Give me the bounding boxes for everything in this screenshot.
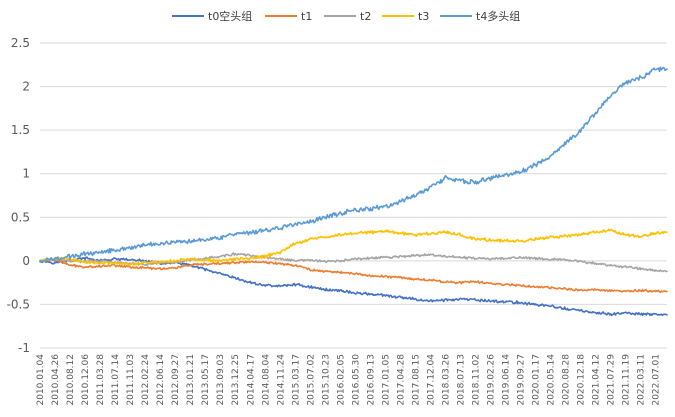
x-tick-label: 2020.08.28 <box>562 354 572 406</box>
x-tick-label: 2016.09.13 <box>366 354 376 406</box>
x-tick-label: 2010.08.12 <box>66 354 76 406</box>
x-tick-label: 2018.03.26 <box>441 354 451 406</box>
x-tick-label: 2013.09.03 <box>216 354 226 406</box>
series-line <box>39 228 668 266</box>
x-tick-label: 2015.10.23 <box>321 354 331 406</box>
x-tick-label: 2018.11.02 <box>472 354 482 406</box>
x-tick-label: 2015.03.17 <box>291 354 301 406</box>
x-tick-label: 2020.01.17 <box>532 354 542 406</box>
x-tick-label: 2010.01.04 <box>36 354 46 406</box>
x-tick-label: 2011.11.03 <box>126 354 136 406</box>
y-tick-label: 2.5 <box>11 36 30 50</box>
x-tick-label: 2017.01.05 <box>381 354 391 406</box>
x-tick-label: 2018.07.13 <box>457 354 467 406</box>
x-tick-label: 2013.12.25 <box>231 354 241 406</box>
series-line <box>39 256 668 317</box>
series-line <box>39 252 668 273</box>
x-tick-label: 2021.07.29 <box>607 354 617 406</box>
x-tick-label: 2013.05.17 <box>201 354 211 406</box>
y-tick-label: 2 <box>22 80 30 94</box>
x-tick-label: 2010.12.06 <box>81 354 91 406</box>
x-tick-label: 2019.06.14 <box>502 354 512 406</box>
x-tick-label: 2010.04.26 <box>51 354 61 406</box>
x-tick-label: 2011.03.28 <box>96 354 106 406</box>
legend-label: t4多头组 <box>476 9 520 23</box>
x-tick-label: 2017.04.28 <box>396 354 406 406</box>
x-tick-label: 2021.04.12 <box>592 354 602 406</box>
y-tick-label: -0.5 <box>7 297 30 311</box>
x-tick-label: 2022.07.01 <box>652 354 662 406</box>
x-tick-label: 2020.12.18 <box>577 354 587 406</box>
legend-label: t1 <box>301 10 312 23</box>
x-tick-label: 2019.09.27 <box>517 354 527 406</box>
x-tick-label: 2021.11.19 <box>622 354 632 406</box>
legend-label: t2 <box>360 10 371 23</box>
x-tick-label: 2016.05.30 <box>351 354 361 406</box>
y-axis: -1 -0.5 0 0.5 1 1.5 2 2.5 <box>7 36 30 355</box>
y-tick-label: 1 <box>22 167 30 181</box>
series-line <box>39 258 668 294</box>
series-line <box>39 66 668 263</box>
y-tick-label: 0 <box>22 254 30 268</box>
legend: t0空头组 t1 t2 t3 t4多头组 <box>172 9 520 23</box>
x-tick-label: 2014.08.04 <box>261 354 271 406</box>
x-tick-label: 2013.01.21 <box>186 354 196 406</box>
legend-label: t3 <box>418 10 429 23</box>
plot-area <box>39 66 668 317</box>
x-tick-label: 2011.07.14 <box>111 354 121 406</box>
x-tick-label: 2016.02.05 <box>336 354 346 406</box>
x-tick-label: 2014.04.17 <box>246 354 256 406</box>
y-tick-label: -1 <box>18 341 30 355</box>
x-axis: 2010.01.04 2010.04.26 2010.08.12 2010.12.06… <box>36 354 662 406</box>
x-tick-label: 2020.05.14 <box>547 354 557 406</box>
x-tick-label: 2012.02.24 <box>141 354 151 406</box>
x-tick-label: 2019.02.26 <box>487 354 497 406</box>
x-tick-label: 2012.09.27 <box>171 354 181 406</box>
x-tick-label: 2012.06.14 <box>156 354 166 406</box>
x-tick-label: 2017.08.15 <box>411 354 421 406</box>
y-tick-label: 1.5 <box>11 123 30 137</box>
x-tick-label: 2015.07.02 <box>306 354 316 406</box>
x-tick-label: 2022.03.11 <box>637 354 647 406</box>
grid <box>40 42 667 349</box>
x-tick-label: 2014.11.24 <box>276 354 286 406</box>
x-tick-label: 2017.12.04 <box>426 354 436 406</box>
legend-label: t0空头组 <box>208 9 252 23</box>
y-tick-label: 0.5 <box>11 210 30 224</box>
